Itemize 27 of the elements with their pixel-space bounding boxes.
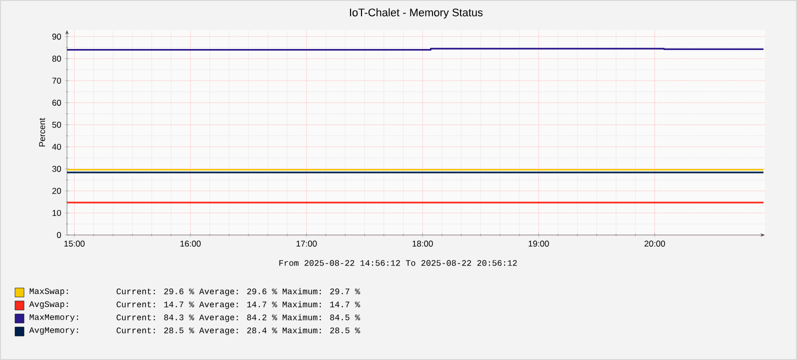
legend-label: AvgSwap: xyxy=(29,301,68,309)
y-tick-label: 60 xyxy=(52,100,62,106)
y-tick-label: 0 xyxy=(56,232,62,238)
x-tick-label: 18:00 xyxy=(412,240,433,247)
chart-title: IoT-Chalet - Memory Status xyxy=(350,8,483,18)
x-tick-label: 15:00 xyxy=(64,240,85,247)
text: Current: 29.6 % Average: 29.6 % Maximum: 29.7 % xyxy=(116,288,360,296)
y-tick-label: 20 xyxy=(52,188,62,194)
x-tick-label: 20:00 xyxy=(644,240,665,247)
legend-label: AvgMemory: xyxy=(29,327,78,335)
text: Current: 84.3 % Average: 84.2 % Maximum: 84.5 % xyxy=(116,314,360,322)
y-tick-label: 50 xyxy=(52,122,62,128)
x-tick-label: 17:00 xyxy=(296,240,317,247)
legend-label: MaxSwap: xyxy=(30,288,68,296)
y-tick-label: 70 xyxy=(52,78,62,84)
y-tick-label: 30 xyxy=(52,166,62,172)
y-tick-label: 40 xyxy=(52,144,62,150)
text: Current: 28.5 % Average: 28.4 % Maximum: 28.5 % xyxy=(116,327,360,335)
text: Current: 14.7 % Average: 14.7 % Maximum: 14.7 % xyxy=(116,301,360,309)
text: From 2025-08-22 14:56:12 To 2025-08-22 20:56:12 xyxy=(279,260,517,266)
x-tick-label: 16:00 xyxy=(180,240,201,247)
y-tick-label: 80 xyxy=(52,56,62,62)
x-tick-label: 19:00 xyxy=(528,240,549,247)
y-tick-label: 90 xyxy=(52,34,62,40)
y-tick-label: 10 xyxy=(52,210,62,216)
legend-label: MaxMemory: xyxy=(30,314,78,322)
y-axis-title: Percent xyxy=(39,118,46,146)
